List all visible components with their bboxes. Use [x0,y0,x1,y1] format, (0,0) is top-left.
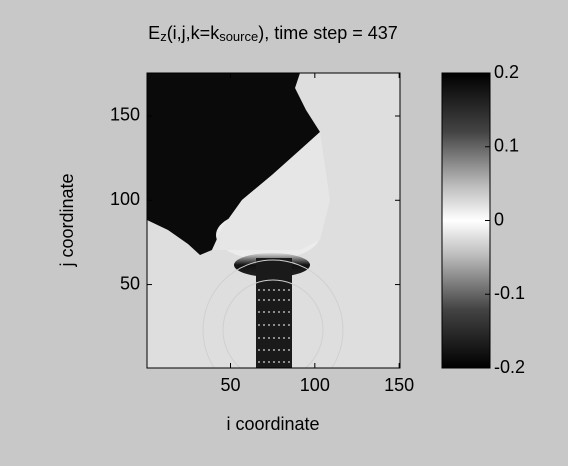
x-axis-label: i coordinate [226,414,319,434]
title-part: E [148,23,160,43]
colorbar [441,72,491,369]
colorbar-tick-label: 0.2 [494,62,519,82]
y-tick-label: 50 [120,273,140,293]
chart-title: Ez(i,j,k=ksource), time step = 437 [148,23,398,45]
title-part: ), time step = 437 [258,23,398,43]
x-tick-label: 50 [220,375,240,395]
colorbar-tick-label: -0.2 [494,357,525,377]
x-tick-label: 100 [300,375,330,395]
axes-box [146,72,401,369]
colorbar-tick-label: -0.1 [494,283,525,303]
field-image [147,73,400,368]
title-part: z [160,29,167,44]
y-tick-label: 100 [110,189,140,209]
y-tick-label: 150 [110,105,140,125]
title-part: (i,j,k=k [167,23,221,43]
title-part: source [219,29,258,44]
colorbar-tick-label: 0.1 [494,136,519,156]
colorbar-tick-label: 0 [494,209,504,229]
x-tick-label: 150 [384,375,414,395]
y-axis-label: j coordinate [57,173,77,267]
